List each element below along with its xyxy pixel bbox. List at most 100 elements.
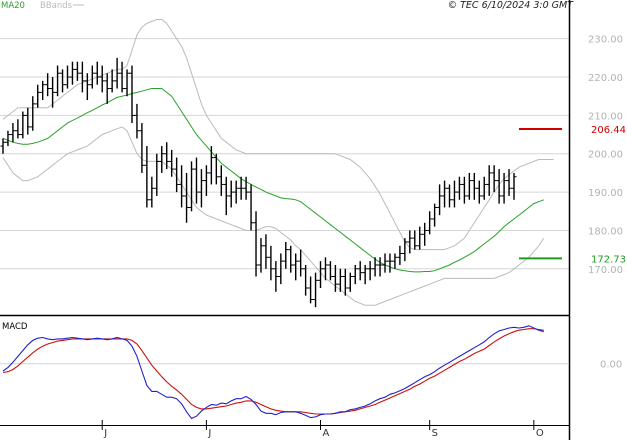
ohlc-bar bbox=[198, 169, 204, 208]
ohlc-bar bbox=[60, 69, 66, 93]
ohlc-bar bbox=[0, 138, 6, 154]
copyright-text: © TEC 6/10/2024 3:0 GMT bbox=[448, 0, 575, 11]
ohlc-bar bbox=[476, 180, 482, 204]
ohlc-bar bbox=[35, 84, 41, 108]
ohlc-bar bbox=[392, 253, 398, 269]
macd-lines bbox=[2, 325, 544, 420]
ohlc-bar bbox=[109, 69, 115, 93]
ohlc-bar bbox=[55, 65, 61, 97]
ohlc-bar bbox=[169, 149, 175, 177]
ohlc-bar bbox=[372, 257, 378, 277]
x-tick-label: J bbox=[207, 428, 211, 439]
ohlc-bar bbox=[64, 65, 70, 89]
macd-panel: MACD 0.00 bbox=[0, 322, 622, 420]
ohlc-bar bbox=[179, 165, 185, 208]
ohlc-bar bbox=[89, 65, 95, 89]
macd-line bbox=[2, 325, 544, 420]
ohlc-bar bbox=[427, 211, 433, 235]
price-tick-label: 190.00 bbox=[588, 188, 623, 199]
ohlc-bar bbox=[263, 234, 269, 269]
ohlc-bar bbox=[218, 165, 224, 196]
macd-title: MACD bbox=[2, 322, 28, 332]
ohlc-bar bbox=[99, 65, 105, 93]
ohlc-bar bbox=[154, 153, 160, 196]
ohlc-bar bbox=[432, 203, 438, 227]
ohlc-bar bbox=[45, 73, 51, 97]
price-tick-label: 230.00 bbox=[588, 35, 623, 46]
ohlc-bar bbox=[322, 257, 328, 281]
legend-ma20-label: MA20 bbox=[1, 1, 25, 11]
ohlc-bar bbox=[278, 253, 284, 285]
ohlc-bar bbox=[362, 264, 368, 285]
ohlc-bar bbox=[437, 184, 443, 216]
ohlc-bar bbox=[308, 276, 314, 304]
ohlc-bar bbox=[447, 184, 453, 208]
ohlc-bar bbox=[486, 165, 492, 196]
legend-bbands-label: BBands bbox=[40, 1, 73, 11]
ohlc-bar bbox=[104, 73, 110, 104]
ohlc-bar bbox=[50, 77, 56, 108]
price-levels: 206.44 172.73 bbox=[519, 125, 626, 265]
ohlc-bar bbox=[184, 172, 190, 223]
ohlc-bar bbox=[352, 264, 358, 285]
bollinger-band-line bbox=[2, 19, 554, 251]
ohlc-bar bbox=[79, 61, 85, 93]
ohlc-bar bbox=[298, 249, 304, 277]
ohlc-bar bbox=[208, 146, 214, 185]
ohlc-bar bbox=[342, 268, 348, 296]
ohlc-bar bbox=[223, 176, 229, 216]
x-tick-label: S bbox=[432, 428, 438, 439]
price-tick-label: 170.00 bbox=[588, 265, 623, 276]
price-level-label: 206.44 bbox=[591, 125, 626, 136]
ohlc-bar bbox=[417, 226, 423, 250]
ohlc-bar bbox=[164, 142, 170, 170]
ohlc-bar bbox=[213, 153, 219, 185]
ohlc-bar bbox=[506, 169, 512, 196]
ohlc-bar bbox=[347, 272, 353, 292]
ohlc-bar bbox=[134, 103, 140, 139]
ma20-line-group bbox=[2, 88, 544, 273]
ohlc-bar bbox=[149, 176, 155, 208]
ohlc-bar bbox=[174, 157, 180, 193]
ohlc-bar bbox=[397, 245, 403, 265]
ohlc-bar bbox=[233, 180, 239, 204]
ohlc-bar bbox=[283, 241, 289, 269]
ohlc-bar bbox=[124, 69, 130, 97]
ohlc-bar bbox=[193, 157, 199, 204]
ohlc-bar bbox=[119, 61, 125, 93]
ohlc-bar bbox=[258, 238, 264, 273]
macd-tick-label: 0.00 bbox=[600, 360, 622, 371]
price-tick-label: 200.00 bbox=[588, 150, 623, 161]
ohlc-bar bbox=[144, 146, 150, 208]
ohlc-bar bbox=[293, 253, 299, 281]
ohlc-bar bbox=[203, 165, 209, 196]
ohlc-bar bbox=[327, 261, 333, 281]
ohlc-bar bbox=[69, 61, 75, 85]
ohlc-bar bbox=[456, 176, 462, 200]
ohlc-bar bbox=[382, 253, 388, 273]
ohlc-bar bbox=[114, 57, 120, 89]
ohlc-bar bbox=[491, 165, 497, 193]
ohlc-bar bbox=[189, 161, 195, 212]
ohlc-bar bbox=[25, 107, 31, 135]
ohlc-bar bbox=[496, 169, 502, 204]
ohlc-bar bbox=[451, 180, 457, 208]
ohlc-bar bbox=[501, 172, 507, 204]
ohlc-bar bbox=[30, 96, 36, 131]
ohlc-bar bbox=[228, 180, 234, 208]
ohlc-bar bbox=[84, 73, 90, 101]
x-tick-label: O bbox=[536, 428, 544, 439]
ohlc-bar bbox=[481, 176, 487, 200]
ohlc-bar bbox=[159, 146, 165, 173]
ohlc-bar bbox=[367, 261, 373, 281]
ohlc-bar bbox=[129, 65, 135, 124]
price-y-axis-ticks: 170.00 180.00 190.00 200.00 210.00 220.00 230.… bbox=[588, 35, 623, 276]
macd-signal-line bbox=[2, 328, 544, 415]
ohlc-bar bbox=[5, 130, 11, 147]
ohlc-bar bbox=[238, 176, 244, 200]
ohlc-bar bbox=[442, 180, 448, 208]
ohlc-bar bbox=[377, 257, 383, 277]
ohlc-bar bbox=[422, 222, 428, 246]
